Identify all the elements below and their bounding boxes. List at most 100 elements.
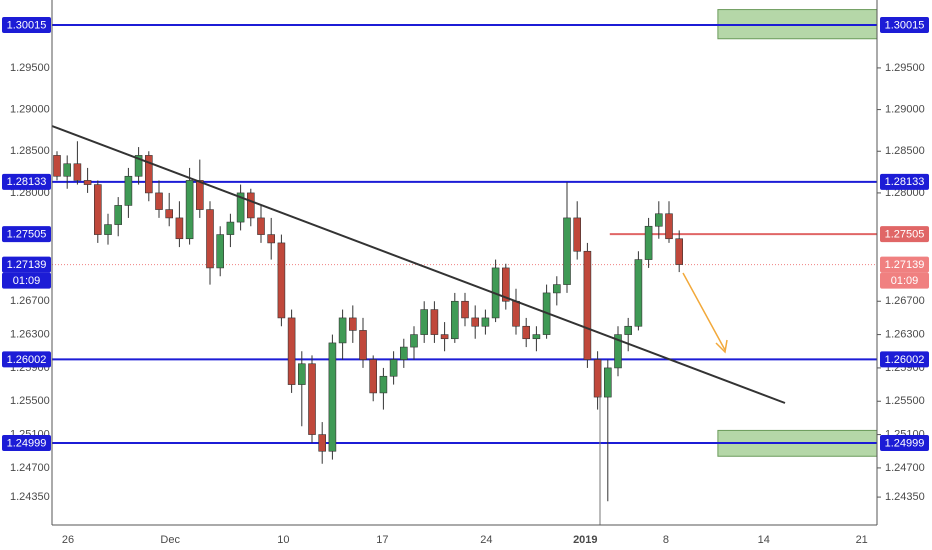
candle-body <box>440 334 449 340</box>
price-box <box>880 272 929 289</box>
price-box <box>880 17 929 33</box>
candle-body <box>399 346 408 360</box>
price-box-label: 1.30015 <box>885 19 925 31</box>
x-tick-label: 2019 <box>573 534 597 546</box>
y-tick-label: 1.29000 <box>885 103 925 115</box>
candle-body <box>481 317 490 327</box>
x-tick-label: 26 <box>62 534 74 546</box>
candle-body <box>644 225 653 260</box>
candle-body <box>603 367 612 398</box>
candle-body <box>675 238 684 265</box>
candle-body <box>420 309 429 335</box>
price-box-label: 1.27139 <box>885 259 925 271</box>
candle-body <box>104 224 112 235</box>
price-box <box>2 272 51 289</box>
price-box-label: 1.24999 <box>885 437 925 449</box>
price-box <box>2 173 51 190</box>
candle-body <box>563 217 571 285</box>
candle-body <box>624 325 633 335</box>
x-tick-label: 17 <box>376 534 388 546</box>
y-tick-label: 1.26300 <box>10 328 50 340</box>
candle-body <box>73 163 82 181</box>
price-box-label: 1.28133 <box>7 176 47 188</box>
y-tick-label: 1.24350 <box>10 491 50 503</box>
candle-body <box>532 334 541 340</box>
price-box <box>880 173 929 190</box>
candle-body <box>512 300 520 327</box>
y-tick-label: 1.24700 <box>10 462 50 474</box>
candle-body <box>226 221 235 235</box>
candle-body <box>593 359 602 398</box>
candle-body <box>114 205 122 225</box>
candle-body <box>287 317 296 385</box>
candle-body <box>145 155 153 194</box>
x-tick-label: 24 <box>480 534 492 546</box>
y-tick-label: 1.24350 <box>885 491 925 503</box>
price-box-label: 1.28133 <box>885 176 925 188</box>
candle-body <box>522 325 531 340</box>
price-box-label: 1.26002 <box>885 354 925 366</box>
candle-body <box>389 359 398 377</box>
candle-body <box>471 317 480 327</box>
candle-body <box>450 300 459 340</box>
price-box-label: 1.27505 <box>885 229 925 241</box>
y-tick-label: 1.26300 <box>885 328 925 340</box>
y-tick-label: 1.26700 <box>10 295 50 307</box>
trend-line <box>51 125 786 404</box>
price-box <box>2 351 51 368</box>
candle-body <box>654 213 663 227</box>
y-tick-label: 1.24700 <box>885 462 925 474</box>
price-box <box>2 435 51 451</box>
x-tick-label: 21 <box>856 534 868 546</box>
y-tick-label: 1.25500 <box>885 395 925 407</box>
candle-body <box>430 309 439 335</box>
candle-body <box>552 284 561 294</box>
y-tick-label: 1.25500 <box>10 395 50 407</box>
x-tick-label: 14 <box>758 534 770 546</box>
candle-body <box>348 317 357 331</box>
forecast-arrow <box>682 272 726 351</box>
labels: 1.29500 1.29500 1.29000 1.29000 1.28500 1.285… <box>2 17 929 546</box>
candle-body <box>665 213 673 240</box>
y-tick-label: 1.29000 <box>10 103 50 115</box>
price-box-label: 1.30015 <box>7 19 47 31</box>
x-tick-label: Dec <box>160 534 180 546</box>
candle-body <box>328 342 337 452</box>
candle-body <box>277 242 286 319</box>
x-tick-label: 8 <box>663 534 669 546</box>
candle-body <box>216 234 224 269</box>
price-box-label: 01:09 <box>891 275 919 287</box>
candle-body <box>297 363 306 385</box>
candle-body <box>206 209 214 269</box>
candle-body <box>634 259 643 327</box>
candle-body <box>94 184 102 235</box>
price-box-label: 1.26002 <box>7 354 47 366</box>
candle-body <box>53 155 61 177</box>
candle-body <box>614 334 622 369</box>
price-box <box>880 435 929 451</box>
price-box <box>880 256 929 273</box>
x-tick-label: 10 <box>277 534 289 546</box>
price-box <box>2 17 51 33</box>
candle-body <box>63 163 72 177</box>
price-box-label: 1.27139 <box>7 259 47 271</box>
price-box-label: 01:09 <box>13 275 41 287</box>
candle-body <box>175 217 184 240</box>
candle-body <box>501 267 510 302</box>
candle-body <box>583 250 592 360</box>
candle-body <box>185 180 194 240</box>
candle-body <box>83 180 92 185</box>
candle-body <box>308 363 316 435</box>
candle-body <box>359 330 367 360</box>
candle-body <box>165 209 173 219</box>
candle-body <box>369 359 378 394</box>
y-tick-label: 1.29500 <box>10 62 50 74</box>
candle-body <box>134 155 143 177</box>
candle-body <box>257 217 265 235</box>
price-box <box>2 226 51 243</box>
candle-body <box>318 434 327 452</box>
y-tick-label: 1.26700 <box>885 295 925 307</box>
y-tick-label: 1.28500 <box>10 145 50 157</box>
